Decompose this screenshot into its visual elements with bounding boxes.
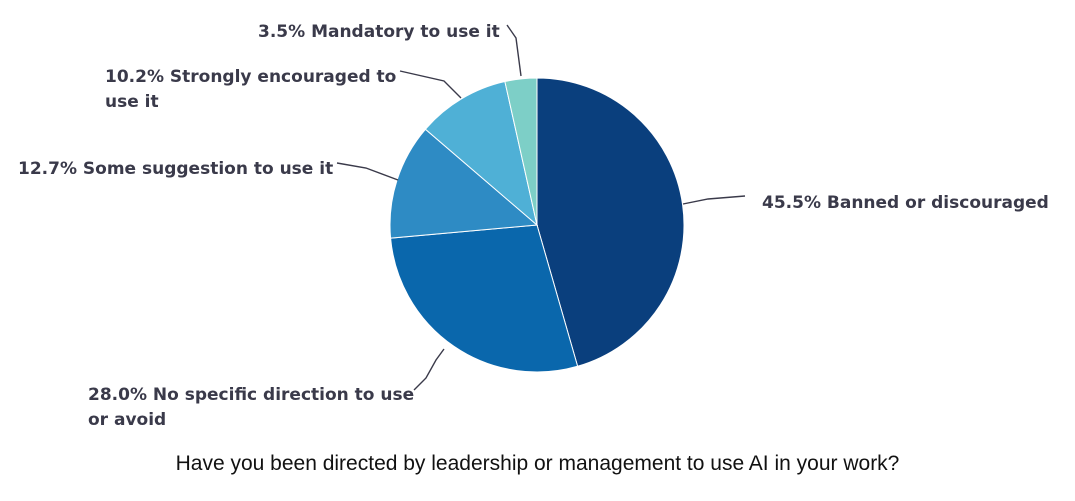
pie-slices [389,77,685,373]
slice-label-2: 28.0% No specific direction to use or avo… [88,385,414,430]
pie-slice-1 [536,77,685,367]
pie-slice-4 [424,80,538,227]
leader-line-2 [413,348,445,391]
pie-chart: 45.5% Banned or discouraged 28.0% No spec… [18,22,1049,430]
slice-label-1: 45.5% Banned or discouraged [762,193,1049,213]
slice-label-3: 12.7% Some suggestion to use it [18,159,333,179]
pie-slice-2 [390,224,579,373]
leader-line-3 [336,162,399,181]
slice-label-5: 3.5% Mandatory to use it [258,22,500,42]
slice-label-4: 10.2% Strongly encouraged to use it [105,67,396,112]
leader-line-5 [506,24,522,77]
pie-slice-5 [504,77,538,226]
chart-caption: Have you been directed by leadership or … [175,452,900,475]
leader-line-4 [399,70,462,99]
leader-line-1 [682,195,746,205]
